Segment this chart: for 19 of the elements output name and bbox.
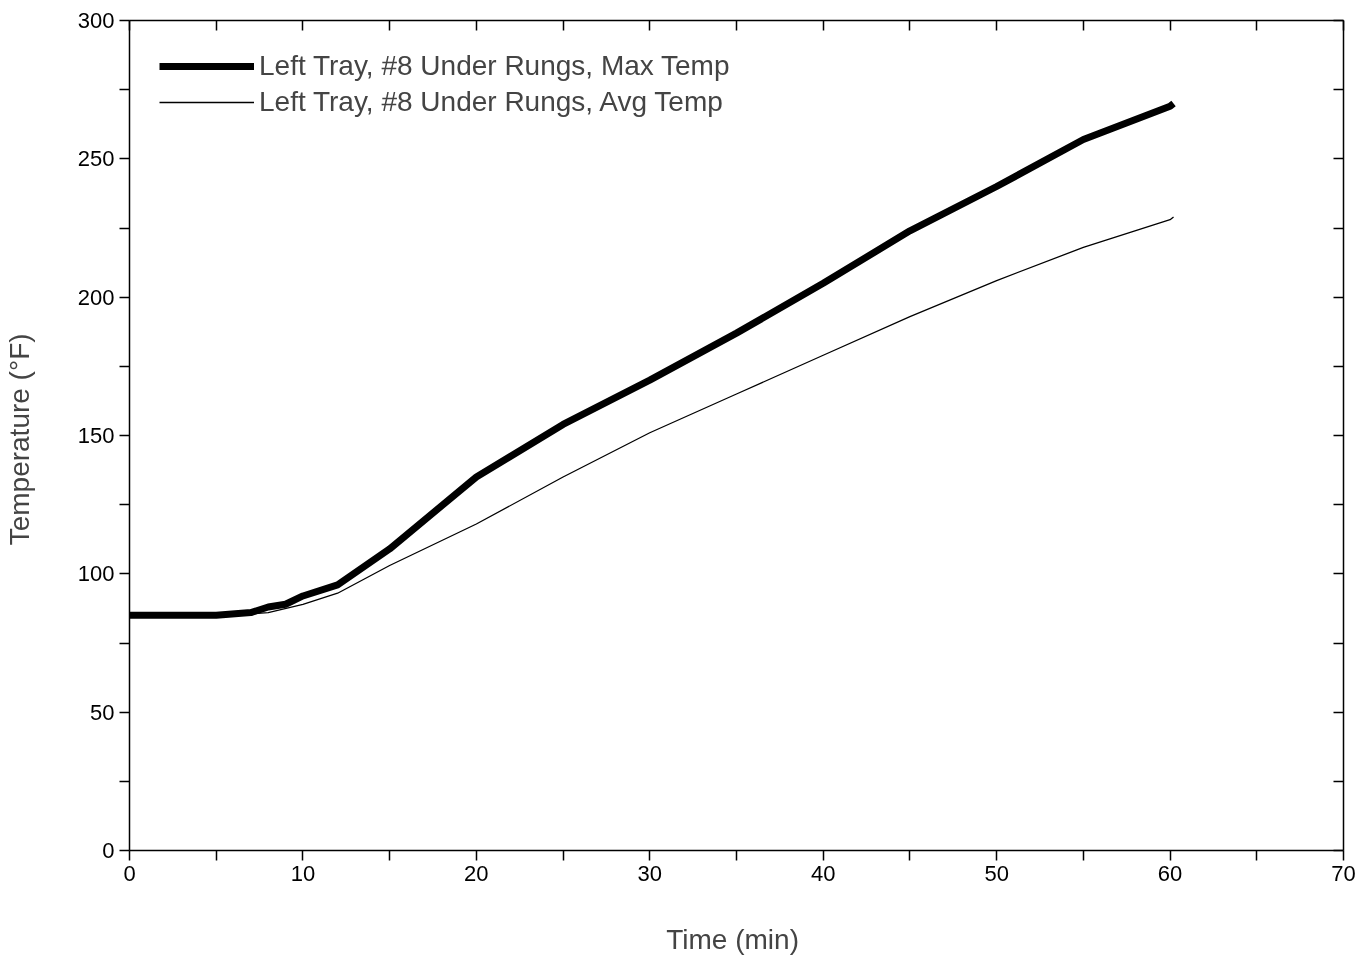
x-tick-label: 70 [1331,860,1356,886]
y-tick-label: 150 [77,423,115,448]
x-tick-label: 50 [984,860,1009,886]
x-tick-label: 20 [464,860,489,886]
y-tick-label: 300 [77,8,115,33]
x-axis-title: Time (min) [666,923,799,955]
legend-label: Left Tray, #8 Under Rungs, Avg Temp [259,86,723,118]
x-tick-label: 40 [810,860,836,886]
y-tick-label: 0 [102,838,115,863]
y-tick-label: 100 [77,561,115,587]
x-tick-label: 0 [123,860,136,886]
x-tick-label: 30 [637,860,663,886]
legend-label: Left Tray, #8 Under Rungs, Max Temp [259,50,730,82]
y-axis-title: Temperature (°F) [3,333,35,546]
y-tick-label: 50 [90,699,115,725]
x-tick-label: 60 [1157,860,1183,886]
y-tick-label: 250 [77,146,115,172]
y-tick-label: 200 [77,284,115,310]
x-tick-label: 10 [290,860,316,886]
